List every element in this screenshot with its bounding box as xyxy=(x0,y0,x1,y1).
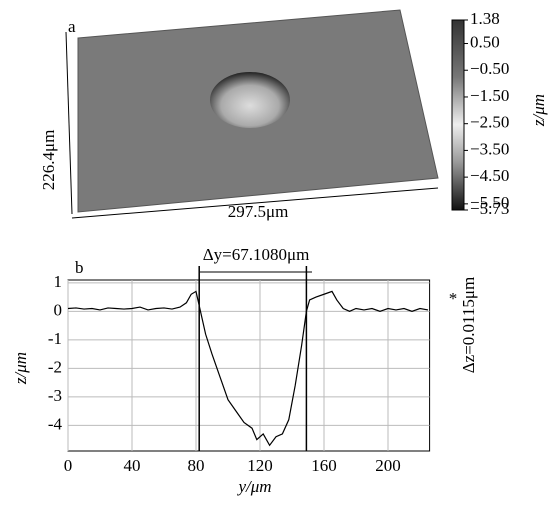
y-tick-label: -1 xyxy=(48,329,62,348)
panel-label: a xyxy=(68,17,76,36)
y-tick-label: -2 xyxy=(48,357,62,376)
colorbar-tick-label: −5.50 xyxy=(470,193,509,212)
colorbar-tick-label: −5.73 xyxy=(470,199,509,218)
depth-label: 226.4μm xyxy=(39,130,58,191)
y-tick-label: 0 xyxy=(54,300,63,319)
colorbar-tick-label: −4.50 xyxy=(470,166,509,185)
crater xyxy=(210,72,290,128)
side-annotation: Δz=0.0115μm xyxy=(459,277,478,374)
colorbar-tick-label: 0.50 xyxy=(470,32,500,51)
colorbar-tick-label: −3.50 xyxy=(470,139,509,158)
width-arrow xyxy=(71,187,439,219)
colorbar-tick-label: −0.50 xyxy=(470,59,509,78)
surface-view xyxy=(65,9,465,219)
x-tick-label: 40 xyxy=(124,456,141,475)
colorbar-tick-label: −2.50 xyxy=(470,113,509,132)
colorbar-tick-label: 1.38 xyxy=(470,9,500,28)
y-tick-label: -3 xyxy=(48,386,62,405)
profile-line xyxy=(67,290,429,447)
x-tick-label: 200 xyxy=(375,456,401,475)
colorbar xyxy=(451,19,465,211)
x-axis-label: y/μm xyxy=(236,477,271,496)
side-marker: * xyxy=(449,289,458,308)
depth-arrow xyxy=(65,31,73,215)
y-tick-label: -4 xyxy=(48,414,63,433)
annotation: Δy=67.1080μm xyxy=(203,245,310,264)
width-label: 297.5μm xyxy=(228,202,289,221)
y-axis-label: z/μm xyxy=(11,352,30,385)
x-tick-label: 120 xyxy=(247,456,273,475)
x-tick-label: 160 xyxy=(311,456,337,475)
x-tick-label: 0 xyxy=(64,456,73,475)
colorbar-tick-label: −1.50 xyxy=(470,86,509,105)
x-tick-label: 80 xyxy=(188,456,205,475)
y-tick-label: 1 xyxy=(54,272,63,291)
panel-label: b xyxy=(75,258,84,277)
colorbar-label: z/μm xyxy=(529,94,548,127)
